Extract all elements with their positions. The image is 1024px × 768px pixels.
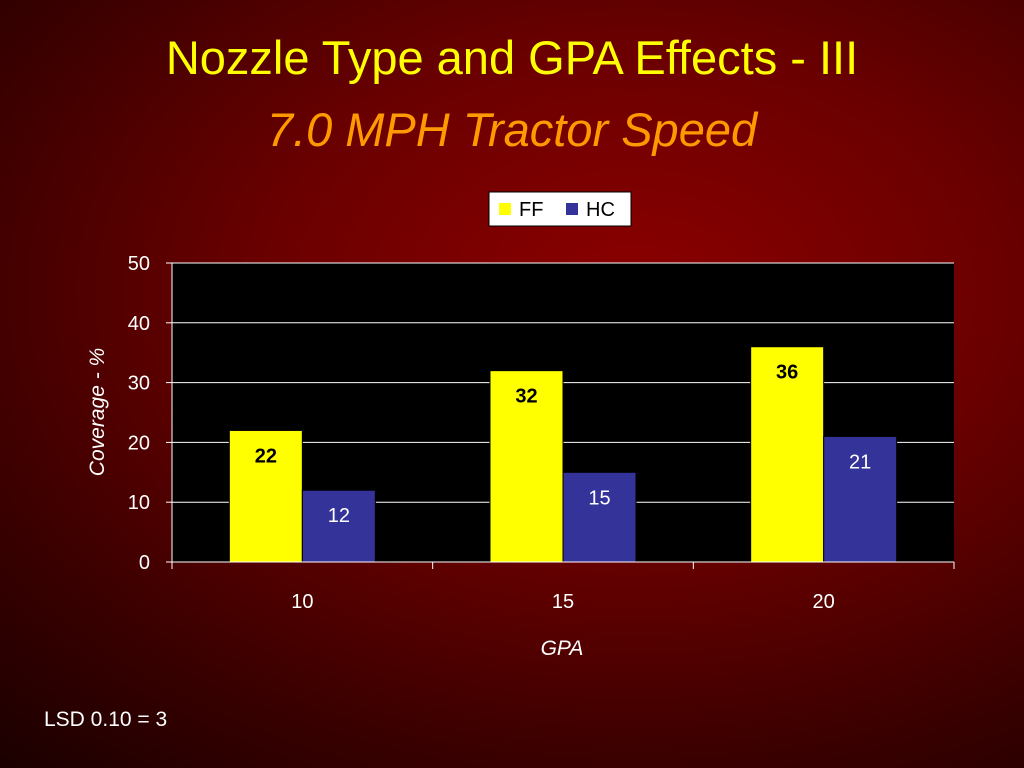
bar-hc-15 (562, 471, 637, 563)
data-label: 21 (849, 451, 871, 473)
x-tick-label: 20 (813, 591, 835, 613)
legend-box (488, 191, 632, 227)
y-tick-label: 50 (128, 253, 150, 275)
lsd-footnote: LSD 0.10 = 3 (44, 708, 168, 731)
data-label: 32 (515, 386, 537, 408)
data-label: 36 (776, 362, 798, 384)
legend-swatch-hc (566, 203, 578, 215)
bar-ff-15 (489, 370, 564, 563)
bars: 22 12 32 15 36 21 (228, 346, 898, 563)
bar-hc-20 (823, 435, 898, 563)
y-tick-label: 30 (128, 373, 150, 395)
slide-subtitle: 7.0 MPH Tractor Speed (266, 103, 758, 156)
legend: FF HC (488, 191, 632, 227)
slide-title: Nozzle Type and GPA Effects - III (165, 31, 859, 84)
y-tick-label: 10 (128, 492, 150, 514)
axes: 0 10 20 30 40 50 10 15 20 (128, 253, 955, 613)
data-label: 15 (588, 487, 610, 509)
bar-ff-20 (750, 346, 825, 563)
y-tick-label: 0 (139, 552, 150, 574)
y-tick-label: 40 (128, 313, 150, 335)
y-tick-label: 20 (128, 432, 150, 454)
legend-swatch-ff (499, 203, 511, 215)
data-label: 12 (328, 505, 350, 527)
legend-label-hc: HC (586, 199, 615, 221)
data-label: 22 (255, 445, 277, 467)
x-tick-label: 10 (291, 591, 313, 613)
x-axis-title: GPA (541, 637, 584, 660)
bar-hc-10 (301, 489, 376, 563)
legend-label-ff: FF (519, 199, 543, 221)
y-axis-title: Coverage - % (86, 348, 109, 476)
x-tick-label: 15 (552, 591, 574, 613)
